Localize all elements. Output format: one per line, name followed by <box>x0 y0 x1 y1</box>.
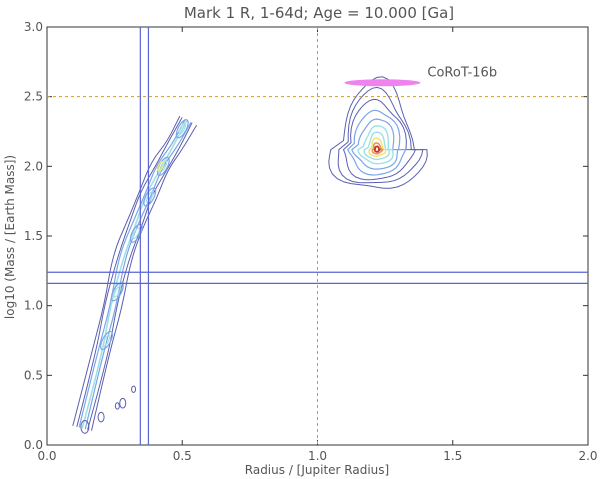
contour-fragment <box>119 397 127 409</box>
contour-peak <box>156 161 165 172</box>
x-tick-label: 1.0 <box>308 449 327 463</box>
x-axis-label: Radius / [Jupiter Radius] <box>245 463 389 477</box>
contour-core <box>178 122 187 135</box>
y-tick-label: 2.0 <box>24 159 43 173</box>
contour-line <box>342 98 417 181</box>
x-tick-label: 1.5 <box>443 449 462 463</box>
contour-line <box>346 109 407 176</box>
y-tick-label: 1.5 <box>24 229 43 243</box>
contour-line <box>351 118 399 170</box>
contour-fragment <box>131 385 137 393</box>
contour-fragment <box>114 402 120 410</box>
contour-fragment <box>80 419 90 434</box>
x-tick-label: 2.0 <box>578 449 597 463</box>
chart-title: Mark 1 R, 1-64d; Age = 10.000 [Ga] <box>184 4 454 22</box>
contour-line <box>357 125 394 165</box>
contour-core <box>113 285 122 298</box>
contour-line <box>363 131 391 161</box>
contour-line <box>72 115 181 427</box>
contour-core <box>175 119 189 139</box>
contour-fragment <box>97 411 105 423</box>
y-axis-label: log10 (Mass / [Earth Mass]) <box>3 155 17 319</box>
contour-core <box>132 227 141 240</box>
y-tick-label: 0.5 <box>24 368 43 382</box>
contour-core <box>102 334 111 347</box>
target-label: CoRoT-16b <box>427 66 497 81</box>
target-marker <box>344 79 421 87</box>
contour-line <box>78 118 186 428</box>
y-tick-label: 1.0 <box>24 299 43 313</box>
contour-line <box>337 86 424 184</box>
reference-lines <box>47 27 588 445</box>
contour-line <box>371 142 384 155</box>
contour-line <box>76 117 183 428</box>
contour-line <box>373 145 381 153</box>
contour-core <box>143 187 157 207</box>
x-tick-label: 0.0 <box>37 449 56 463</box>
y-tick-label: 3.0 <box>24 20 43 34</box>
contour-line <box>368 137 387 158</box>
y-tick-label: 0.0 <box>24 438 43 452</box>
contour-core <box>100 330 113 351</box>
axis-ticks: 0.0 0.5 1.0 1.5 2.0 0.0 0.5 1.0 1.5 2.0 2.5 3.0 <box>24 20 598 463</box>
x-tick-label: 0.5 <box>173 449 192 463</box>
y-tick-label: 2.5 <box>24 90 43 104</box>
contour-core <box>159 160 168 173</box>
